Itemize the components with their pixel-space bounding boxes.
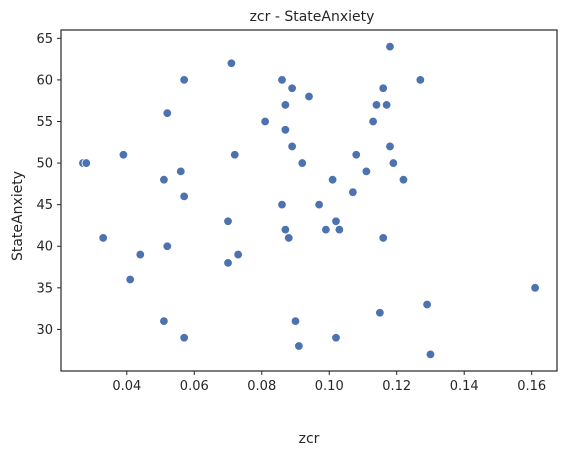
data-point [277,75,287,85]
data-point [135,249,145,260]
x-tick-label: 0.14 [450,379,479,394]
data-point [415,75,426,85]
data-point [361,166,372,177]
data-point [162,241,172,251]
y-tick-label: 60 [36,73,53,88]
data-point [280,125,291,135]
data-point [179,333,189,343]
y-tick-label: 40 [36,240,53,255]
x-tick-label: 0.06 [180,379,209,394]
data-point [368,116,378,127]
data-point [159,175,169,185]
data-point [378,233,388,243]
data-point [159,316,169,326]
y-axis-ticks: 30 35 40 45 50 55 60 65 [36,32,61,338]
data-point [381,100,392,110]
x-axis-ticks: 0.04 0.06 0.08 0.10 0.12 0.14 0.16 [112,371,546,394]
data-point [371,100,382,110]
data-point [321,224,331,235]
data-point [233,249,243,260]
data-point [297,158,307,168]
data-point [385,141,395,152]
data-point [260,116,270,127]
data-point [226,58,237,68]
data-point [290,316,301,326]
data-point [530,283,540,293]
data-point [287,141,297,152]
data-point [98,233,108,243]
data-point [230,150,240,160]
data-point [422,299,432,310]
data-point [334,224,345,235]
data-point [179,75,189,85]
data-point [118,150,129,160]
y-tick-label: 45 [36,198,53,213]
x-tick-label: 0.12 [382,379,411,394]
plot-area-frame [60,29,558,372]
data-point [375,308,385,318]
data-point [378,83,388,93]
data-point [176,166,186,177]
y-tick-label: 65 [36,32,53,47]
data-point [223,216,233,226]
data-point [398,175,409,185]
x-axis-label: zcr [299,431,320,447]
data-point [294,341,304,351]
data-point [162,108,172,118]
x-tick-label: 0.10 [315,379,344,394]
data-point [388,158,399,168]
y-tick-label: 55 [36,115,53,130]
chart-title: zcr - StateAnxiety [250,9,375,25]
y-axis-label: StateAnxiety [10,171,26,261]
x-tick-label: 0.16 [517,379,546,394]
data-point [280,100,291,110]
data-point [277,199,287,210]
data-point [314,199,324,210]
data-point [327,175,338,185]
data-point [287,83,297,93]
data-point [179,191,189,202]
data-point [351,150,361,160]
data-point [280,224,291,235]
y-tick-label: 50 [36,157,53,172]
y-tick-label: 30 [36,323,53,338]
data-point [223,258,233,268]
data-point [331,216,341,226]
data-point [81,158,92,168]
data-point [331,333,341,343]
data-point [125,274,135,285]
y-tick-label: 35 [36,281,53,296]
data-points [78,41,540,360]
x-tick-label: 0.04 [112,379,141,394]
data-point [284,233,294,243]
data-point [425,349,436,360]
x-tick-label: 0.08 [247,379,276,394]
data-point [385,41,395,52]
data-point [348,187,358,197]
data-point [304,91,314,102]
